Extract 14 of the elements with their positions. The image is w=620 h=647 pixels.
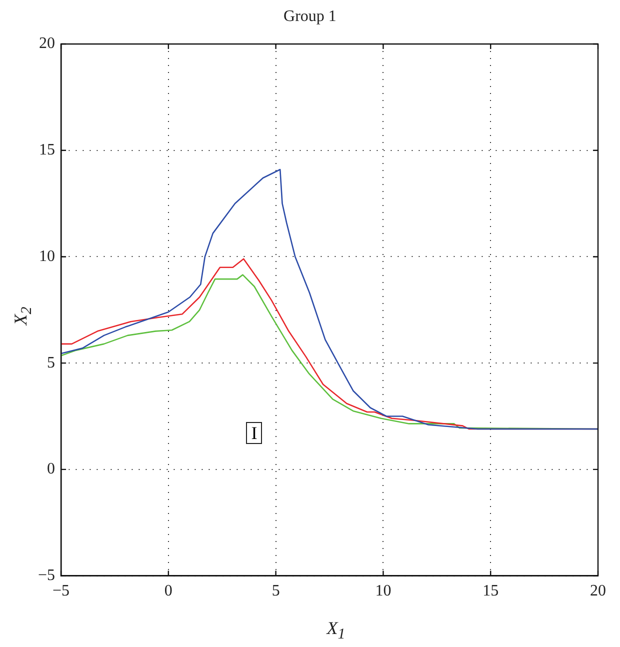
y-tick-label: 15 [39, 142, 56, 159]
x-tick-label: 5 [272, 582, 280, 600]
x-tick-label: 0 [164, 582, 172, 600]
x-axis-title: X$_{1}$ [326, 618, 346, 644]
x-tick-label: 10 [375, 582, 392, 600]
y-tick-label: 5 [47, 354, 56, 372]
y-tick-label: 0 [47, 460, 56, 478]
x-tick-label: 15 [482, 582, 499, 600]
x-tick-label: 20 [590, 582, 606, 600]
y-tick-label: −5 [38, 567, 56, 584]
y-tick-label: 20 [39, 35, 56, 52]
annotation: I [246, 422, 262, 444]
chart-title: Group 1 [282, 8, 338, 26]
y-tick-label: 10 [39, 248, 56, 265]
